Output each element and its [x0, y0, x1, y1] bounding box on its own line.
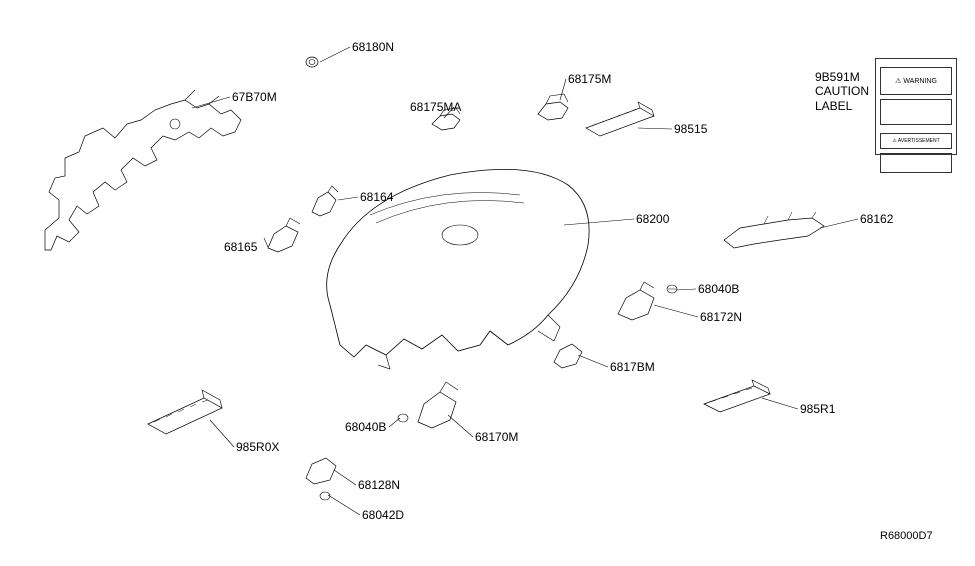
caution-label-ref: 9B591M CAUTION LABEL [815, 70, 869, 113]
label-6817BM-11: 6817BM [610, 360, 655, 374]
caution-line1: CAUTION [815, 84, 869, 98]
part-bracket-68128N [300, 450, 342, 488]
caution-lower [880, 153, 952, 173]
part-steering-member-67B70M [35, 80, 255, 270]
part-bracket-68165 [262, 214, 306, 256]
part-airbag-module-98515 [580, 98, 660, 142]
part-knee-airbag-985R1 [698, 378, 776, 418]
part-bracket-68170M [410, 380, 466, 434]
part-bracket-6817BM [550, 336, 588, 370]
label-98515-4: 98515 [674, 122, 707, 136]
part-bracket-68175M [534, 92, 574, 122]
caution-warning: ⚠ WARNING [880, 67, 952, 95]
caution-avert: ⚠ AVERTISSEMENT [880, 133, 952, 149]
label-985R1-12: 985R1 [800, 402, 835, 416]
part-knee-airbag-985R0X [140, 386, 230, 444]
label-68172N-10: 68172N [700, 310, 742, 324]
caution-label-box: ⚠ WARNING ⚠ AVERTISSEMENT [875, 58, 957, 155]
label-985R0X-15: 985R0X [236, 440, 279, 454]
label-68040B-9: 68040B [698, 282, 739, 296]
caution-line2: LABEL [815, 99, 852, 113]
diagram-container: 68180N 67B70M 68175MA 68175M 98515 68164 68165… [0, 0, 975, 566]
label-68128N-16: 68128N [358, 478, 400, 492]
label-68164-5: 68164 [360, 190, 393, 204]
part-clip-68040B-right [664, 282, 680, 296]
label-68180N-0: 68180N [352, 40, 394, 54]
label-68175M-3: 68175M [568, 72, 611, 86]
part-bracket-68172N [612, 280, 662, 324]
label-68162-8: 68162 [860, 212, 893, 226]
caution-ref-text: 9B591M [815, 70, 860, 84]
diagram-id: R68000D7 [880, 530, 933, 542]
label-68175MA-2: 68175MA [410, 100, 461, 114]
part-clip-68042D [318, 490, 332, 502]
label-68170M-13: 68170M [475, 430, 518, 444]
label-68165-6: 68165 [224, 240, 257, 254]
part-nut-68180N [302, 54, 322, 70]
part-bracket-68162 [720, 210, 830, 256]
label-68200-7: 68200 [636, 212, 669, 226]
label-68042D-17: 68042D [362, 508, 404, 522]
label-68040B-14: 68040B [345, 420, 386, 434]
caution-body [880, 99, 952, 125]
label-67B70M-1: 67B70M [232, 90, 277, 104]
part-clip-68040B-left [396, 412, 410, 424]
